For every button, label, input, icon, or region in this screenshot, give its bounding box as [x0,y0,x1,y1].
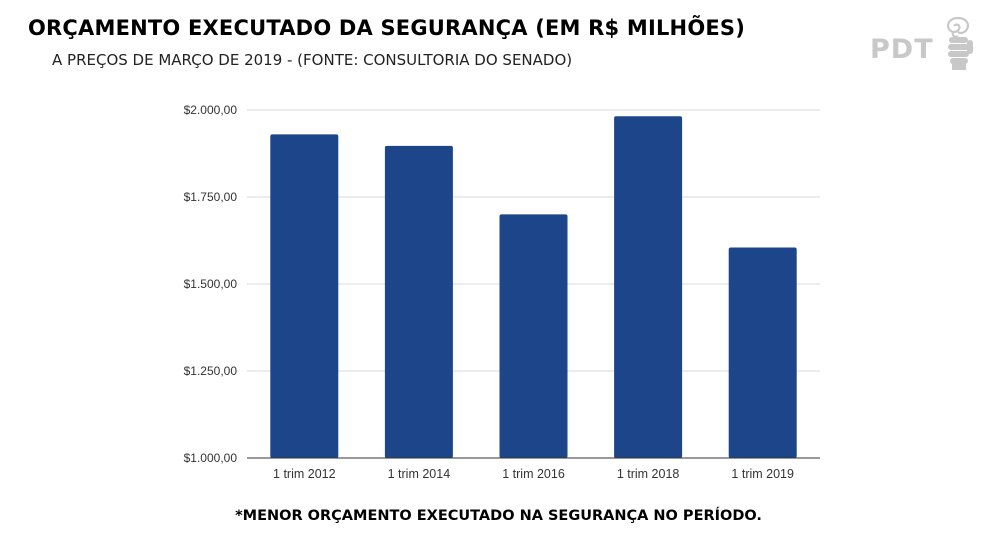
x-tick-label: 1 trim 2016 [502,467,565,481]
y-tick-label: $1.500,00 [184,277,238,291]
x-tick-label: 1 trim 2012 [273,467,336,481]
x-tick-label: 1 trim 2019 [731,467,794,481]
bar [614,116,683,458]
pdt-logo: PDT [868,14,978,70]
bar [384,145,453,458]
bar [499,214,568,458]
y-tick-label: $1.250,00 [184,364,238,378]
footnote: *MENOR ORÇAMENTO EXECUTADO NA SEGURANÇA … [235,508,762,524]
bar [728,247,797,458]
logo-text: PDT [870,34,934,65]
x-tick-label: 1 trim 2018 [617,467,680,481]
y-tick-label: $1.750,00 [184,190,238,204]
rose-in-fist-icon [946,16,973,70]
chart-title: ORÇAMENTO EXECUTADO DA SEGURANÇA (EM R$ … [28,16,746,40]
bar [270,134,339,459]
y-tick-label: $2.000,00 [184,103,238,117]
chart-subtitle: A PREÇOS DE MARÇO DE 2019 - (FONTE: CONS… [52,51,573,69]
x-tick-label: 1 trim 2014 [388,467,451,481]
y-tick-label: $1.000,00 [184,451,238,465]
